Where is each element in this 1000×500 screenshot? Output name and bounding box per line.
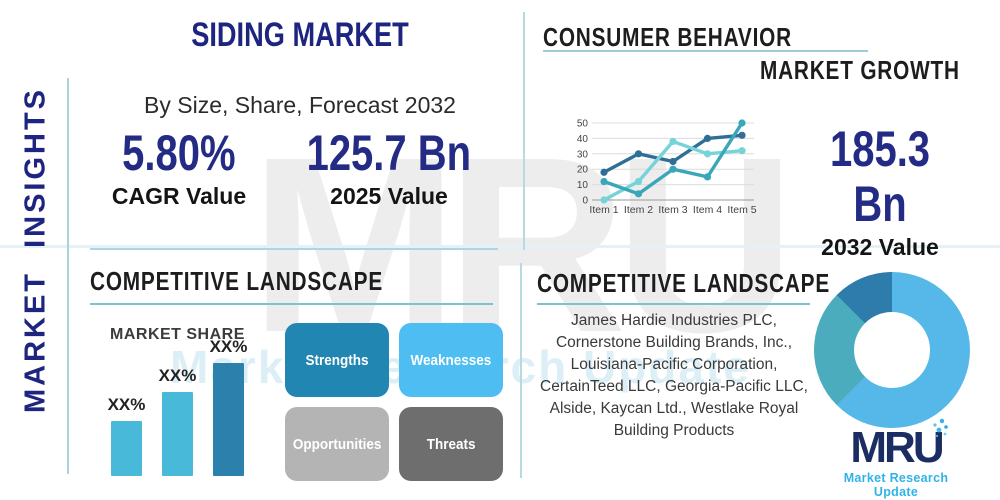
competitive-landscape-left-underline — [90, 303, 493, 305]
forecast-value: 185.3 Bn — [829, 121, 931, 232]
competitive-landscape-right-heading: COMPETITIVE LANDSCAPE — [537, 268, 830, 298]
market-share-bar — [162, 392, 193, 476]
mru-logo: MRU Market Research Update — [826, 418, 966, 499]
right-top-divider-line — [523, 12, 525, 250]
page-title: SIDING MARKET — [90, 16, 510, 55]
swot-grid: Strengths Weaknesses Opportunities Threats — [285, 323, 503, 481]
svg-text:Item 3: Item 3 — [658, 204, 687, 216]
cagr-stat: 5.80% CAGR Value — [108, 126, 250, 210]
bar-value-label: XX% — [107, 395, 146, 414]
swot-box-strengths: Strengths — [285, 323, 389, 397]
consumer-behavior-underline — [543, 50, 868, 52]
svg-text:Item 4: Item 4 — [693, 204, 722, 216]
market-share-title: MARKET SHARE — [110, 326, 245, 343]
svg-text:Item 2: Item 2 — [624, 204, 653, 216]
svg-text:20: 20 — [577, 165, 589, 176]
bar-value-label: XX% — [158, 366, 197, 385]
svg-text:50: 50 — [577, 119, 589, 130]
svg-text:40: 40 — [577, 134, 589, 145]
base-year-stat: 125.7 Bn 2025 Value — [286, 126, 492, 210]
market-share-bar-chart: XX% XX% XX% — [100, 337, 260, 476]
company-list: James Hardie Industries PLC, Cornerstone… — [540, 312, 808, 439]
sidebar-divider-line — [67, 78, 69, 474]
svg-text:10: 10 — [577, 180, 589, 191]
competitive-landscape-left-heading: COMPETITIVE LANDSCAPE — [90, 266, 383, 296]
splash-dots-icon — [932, 418, 948, 438]
market-share-bar — [111, 421, 142, 476]
consumer-behavior-heading: CONSUMER BEHAVIOR — [543, 22, 792, 52]
swot-box-weaknesses: Weaknesses — [399, 323, 503, 397]
forecast-label: 2032 Value — [821, 234, 939, 260]
competitive-landscape-right-underline — [537, 303, 810, 305]
svg-text:0: 0 — [582, 196, 588, 207]
cagr-label: CAGR Value — [111, 183, 247, 209]
cagr-value: 5.80% — [122, 125, 236, 181]
svg-text:Item 5: Item 5 — [727, 204, 756, 216]
vertical-page-title: MARKET INSIGHTS — [19, 86, 52, 414]
forecast-stat: 185.3 Bn 2032 Value — [780, 122, 980, 261]
swot-box-threats: Threats — [399, 407, 503, 481]
right-bottom-divider-line — [520, 263, 522, 478]
market-growth-heading: MARKET GROWTH — [760, 55, 960, 85]
left-section-divider — [90, 248, 498, 250]
swot-box-opportunities: Opportunities — [285, 407, 389, 481]
base-year-value: 125.7 Bn — [306, 125, 472, 181]
market-share-donut-chart — [814, 272, 970, 428]
page-title-text: SIDING MARKET — [191, 16, 409, 54]
market-share-bar — [213, 363, 244, 476]
consumer-behavior-line-chart: 0 10 20 30 40 50 Item 1 Item 2 Item 3 Item 4 Item … — [577, 119, 757, 217]
mru-logo-text: MRU — [850, 418, 948, 470]
mru-logo-tagline: Market Research Update — [843, 471, 949, 499]
section-divider-faint — [0, 245, 1000, 248]
svg-text:Item 1: Item 1 — [589, 204, 618, 216]
svg-text:30: 30 — [577, 149, 589, 160]
bar-value-label: XX% — [209, 337, 248, 356]
page-subtitle: By Size, Share, Forecast 2032 — [144, 92, 456, 118]
base-year-label: 2025 Value — [330, 183, 448, 209]
stats-row: 5.80% CAGR Value 125.7 Bn 2025 Value — [90, 126, 510, 210]
